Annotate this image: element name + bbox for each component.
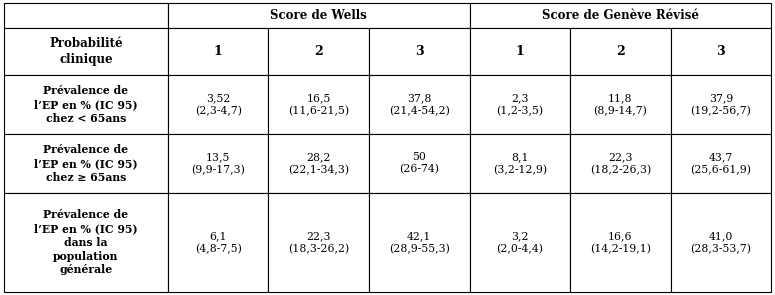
Bar bbox=[168, 75, 268, 134]
Text: 22,3
(18,3-26,2): 22,3 (18,3-26,2) bbox=[288, 231, 350, 254]
Text: 37,9
(19,2-56,7): 37,9 (19,2-56,7) bbox=[691, 93, 751, 116]
Bar bbox=[4, 193, 168, 292]
Bar bbox=[369, 75, 470, 134]
Bar bbox=[369, 193, 470, 292]
Bar bbox=[470, 3, 771, 28]
Text: 22,3
(18,2-26,3): 22,3 (18,2-26,3) bbox=[590, 152, 651, 175]
Bar bbox=[670, 75, 771, 134]
Text: Score de Genève Révisé: Score de Genève Révisé bbox=[542, 9, 699, 22]
Bar bbox=[470, 75, 570, 134]
Bar bbox=[470, 28, 570, 75]
Text: 37,8
(21,4-54,2): 37,8 (21,4-54,2) bbox=[389, 93, 450, 116]
Text: 8,1
(3,2-12,9): 8,1 (3,2-12,9) bbox=[493, 152, 547, 175]
Text: 2,3
(1,2-3,5): 2,3 (1,2-3,5) bbox=[496, 93, 543, 116]
Text: 42,1
(28,9-55,3): 42,1 (28,9-55,3) bbox=[389, 231, 450, 254]
Bar bbox=[168, 28, 268, 75]
Bar bbox=[268, 134, 369, 193]
Text: Score de Wells: Score de Wells bbox=[270, 9, 367, 22]
Bar bbox=[168, 134, 268, 193]
Text: 3: 3 bbox=[415, 45, 424, 58]
Text: 2: 2 bbox=[315, 45, 323, 58]
Text: 6,1
(4,8-7,5): 6,1 (4,8-7,5) bbox=[195, 231, 242, 254]
Text: 28,2
(22,1-34,3): 28,2 (22,1-34,3) bbox=[288, 152, 350, 175]
Text: Prévalence de
l’EP en % (IC 95)
dans la
population
générale: Prévalence de l’EP en % (IC 95) dans la … bbox=[34, 209, 138, 275]
Text: Prévalence de
l’EP en % (IC 95)
chez ≥ 65ans: Prévalence de l’EP en % (IC 95) chez ≥ 6… bbox=[34, 144, 138, 183]
Text: 3: 3 bbox=[717, 45, 725, 58]
Bar bbox=[470, 193, 570, 292]
Text: 41,0
(28,3-53,7): 41,0 (28,3-53,7) bbox=[691, 231, 751, 254]
Text: 1: 1 bbox=[214, 45, 222, 58]
Bar bbox=[570, 28, 670, 75]
Bar bbox=[268, 75, 369, 134]
Bar bbox=[168, 3, 470, 28]
Bar bbox=[369, 28, 470, 75]
Bar bbox=[670, 193, 771, 292]
Bar bbox=[4, 75, 168, 134]
Text: 11,8
(8,9-14,7): 11,8 (8,9-14,7) bbox=[594, 93, 647, 116]
Bar bbox=[4, 3, 168, 28]
Text: 16,5
(11,6-21,5): 16,5 (11,6-21,5) bbox=[288, 93, 350, 116]
Text: 3,52
(2,3-4,7): 3,52 (2,3-4,7) bbox=[195, 93, 242, 116]
Text: 1: 1 bbox=[515, 45, 524, 58]
Bar bbox=[268, 193, 369, 292]
Bar bbox=[570, 134, 670, 193]
Bar bbox=[470, 134, 570, 193]
Bar bbox=[369, 134, 470, 193]
Bar bbox=[570, 193, 670, 292]
Text: 2: 2 bbox=[616, 45, 625, 58]
Bar bbox=[268, 28, 369, 75]
Bar bbox=[4, 134, 168, 193]
Text: 13,5
(9,9-17,3): 13,5 (9,9-17,3) bbox=[191, 152, 245, 175]
Bar bbox=[570, 75, 670, 134]
Text: 16,6
(14,2-19,1): 16,6 (14,2-19,1) bbox=[590, 231, 651, 254]
Bar bbox=[168, 193, 268, 292]
Text: Prévalence de
l’EP en % (IC 95)
chez < 65ans: Prévalence de l’EP en % (IC 95) chez < 6… bbox=[34, 85, 138, 124]
Text: Probabilité
clinique: Probabilité clinique bbox=[49, 37, 122, 66]
Text: 50
(26-74): 50 (26-74) bbox=[399, 152, 439, 175]
Bar bbox=[670, 134, 771, 193]
Text: 3,2
(2,0-4,4): 3,2 (2,0-4,4) bbox=[496, 231, 543, 254]
Bar bbox=[4, 28, 168, 75]
Text: 43,7
(25,6-61,9): 43,7 (25,6-61,9) bbox=[691, 152, 751, 175]
Bar bbox=[670, 28, 771, 75]
